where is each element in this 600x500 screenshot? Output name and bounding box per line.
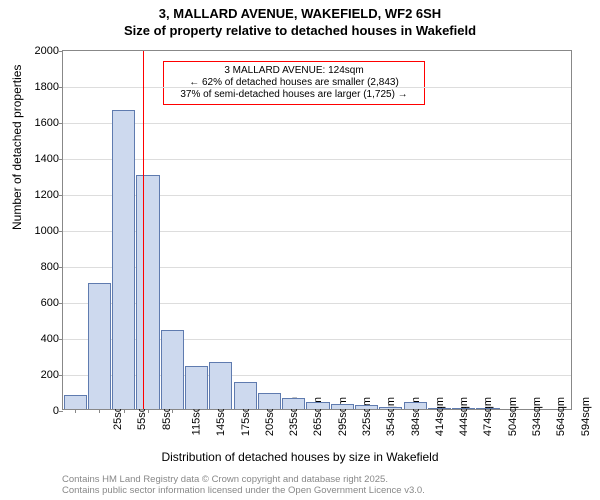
x-tick-label: 594sqm — [580, 397, 592, 436]
plot-area: 3 MALLARD AVENUE: 124sqm← 62% of detache… — [62, 50, 572, 410]
y-tick-label: 600 — [23, 297, 59, 309]
y-tick-mark — [59, 123, 63, 124]
callout-line: 3 MALLARD AVENUE: 124sqm — [170, 65, 418, 77]
y-tick-mark — [59, 51, 63, 52]
chart-container: 3, MALLARD AVENUE, WAKEFIELD, WF2 6SH Si… — [0, 0, 600, 500]
x-tick-mark — [367, 409, 368, 413]
y-tick-mark — [59, 231, 63, 232]
attribution-line: Contains public sector information licen… — [62, 485, 425, 496]
x-tick-mark — [318, 409, 319, 413]
title-line-2: Size of property relative to detached ho… — [0, 21, 600, 38]
y-tick-label: 2000 — [23, 45, 59, 57]
x-tick-label: 325sqm — [361, 397, 373, 436]
y-tick-mark — [59, 87, 63, 88]
y-tick-mark — [59, 159, 63, 160]
gridline — [63, 123, 571, 124]
histogram-bar — [258, 393, 281, 409]
y-tick-label: 200 — [23, 369, 59, 381]
histogram-bar — [64, 395, 87, 409]
x-tick-mark — [75, 409, 76, 413]
y-tick-label: 1200 — [23, 189, 59, 201]
x-tick-label: 474sqm — [483, 397, 495, 436]
histogram-bar — [282, 398, 305, 409]
x-tick-mark — [439, 409, 440, 413]
x-tick-mark — [124, 409, 125, 413]
x-tick-label: 414sqm — [434, 397, 446, 436]
x-tick-mark — [415, 409, 416, 413]
x-tick-mark — [99, 409, 100, 413]
y-tick-mark — [59, 339, 63, 340]
x-tick-mark — [197, 409, 198, 413]
y-tick-label: 800 — [23, 261, 59, 273]
gridline — [63, 87, 571, 88]
y-axis-label: Number of detached properties — [10, 65, 24, 230]
histogram-bar — [136, 175, 159, 409]
histogram-bar — [161, 330, 184, 409]
x-tick-mark — [245, 409, 246, 413]
attribution-line: Contains HM Land Registry data © Crown c… — [62, 474, 425, 485]
x-axis-label: Distribution of detached houses by size … — [0, 450, 600, 464]
y-tick-label: 1400 — [23, 153, 59, 165]
histogram-bar — [88, 283, 111, 409]
x-tick-label: 444sqm — [458, 397, 470, 436]
title-line-1: 3, MALLARD AVENUE, WAKEFIELD, WF2 6SH — [0, 0, 600, 21]
x-tick-mark — [561, 409, 562, 413]
histogram-bar — [185, 366, 208, 409]
x-tick-mark — [294, 409, 295, 413]
histogram-bar — [209, 362, 232, 409]
y-tick-mark — [59, 375, 63, 376]
gridline — [63, 159, 571, 160]
attribution-text: Contains HM Land Registry data © Crown c… — [62, 474, 425, 496]
x-tick-mark — [537, 409, 538, 413]
x-tick-mark — [488, 409, 489, 413]
x-tick-mark — [221, 409, 222, 413]
y-tick-mark — [59, 267, 63, 268]
y-tick-label: 400 — [23, 333, 59, 345]
x-tick-mark — [269, 409, 270, 413]
x-tick-mark — [512, 409, 513, 413]
histogram-bar — [306, 402, 329, 409]
y-tick-mark — [59, 195, 63, 196]
callout-line: 37% of semi-detached houses are larger (… — [170, 89, 418, 101]
x-tick-mark — [148, 409, 149, 413]
histogram-bar — [234, 382, 257, 409]
x-tick-label: 564sqm — [555, 397, 567, 436]
y-tick-mark — [59, 411, 63, 412]
x-tick-mark — [172, 409, 173, 413]
y-tick-label: 1600 — [23, 117, 59, 129]
y-tick-label: 1800 — [23, 81, 59, 93]
callout-box: 3 MALLARD AVENUE: 124sqm← 62% of detache… — [163, 61, 425, 105]
x-tick-mark — [464, 409, 465, 413]
histogram-bar — [404, 402, 427, 409]
y-tick-mark — [59, 303, 63, 304]
x-tick-mark — [342, 409, 343, 413]
y-tick-label: 0 — [23, 405, 59, 417]
reference-line — [143, 51, 144, 409]
histogram-bar — [112, 110, 135, 409]
x-tick-mark — [391, 409, 392, 413]
x-tick-label: 534sqm — [531, 397, 543, 436]
y-tick-label: 1000 — [23, 225, 59, 237]
x-tick-label: 504sqm — [507, 397, 519, 436]
x-tick-label: 354sqm — [385, 397, 397, 436]
